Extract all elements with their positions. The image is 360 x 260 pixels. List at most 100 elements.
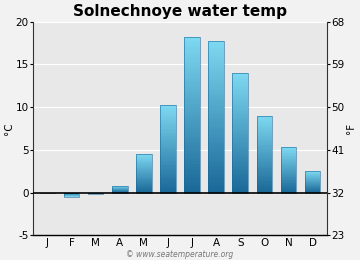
Bar <box>208 172 224 175</box>
Bar <box>208 160 224 162</box>
Bar <box>184 172 200 174</box>
Bar <box>160 159 176 161</box>
Bar <box>136 175 152 176</box>
Bar <box>257 176 272 177</box>
Bar <box>281 189 296 190</box>
Bar <box>184 110 200 112</box>
Bar <box>184 122 200 125</box>
Bar <box>257 125 272 126</box>
Bar <box>208 101 224 104</box>
Bar <box>305 183 320 184</box>
Bar <box>257 177 272 178</box>
Bar <box>233 87 248 89</box>
Bar <box>184 118 200 120</box>
Bar <box>233 105 248 107</box>
Bar <box>257 167 272 168</box>
Bar <box>305 189 320 190</box>
Bar <box>184 133 200 135</box>
Bar <box>208 152 224 154</box>
Bar <box>208 122 224 124</box>
Bar <box>208 114 224 116</box>
Bar <box>160 140 176 142</box>
Bar <box>208 162 224 165</box>
Bar <box>184 73 200 76</box>
Bar <box>184 58 200 60</box>
Bar <box>305 180 320 181</box>
Bar <box>160 136 176 137</box>
Bar <box>233 125 248 127</box>
Bar <box>160 129 176 130</box>
Bar <box>233 77 248 79</box>
Bar <box>208 137 224 139</box>
Bar <box>305 182 320 183</box>
Bar <box>305 173 320 174</box>
Bar <box>136 155 152 156</box>
Bar <box>184 180 200 182</box>
Bar <box>208 167 224 170</box>
Bar <box>136 177 152 178</box>
Bar <box>208 144 224 147</box>
Bar <box>160 179 176 181</box>
Bar <box>208 41 224 193</box>
Bar <box>160 175 176 177</box>
Bar <box>184 141 200 143</box>
Bar <box>160 146 176 147</box>
Bar <box>208 183 224 185</box>
Bar <box>160 190 176 191</box>
Bar <box>281 149 296 150</box>
Bar <box>257 142 272 144</box>
Bar <box>208 104 224 106</box>
Bar <box>208 157 224 160</box>
Bar <box>257 184 272 185</box>
Bar <box>208 61 224 63</box>
Bar <box>257 170 272 171</box>
Bar <box>136 188 152 189</box>
Bar <box>184 120 200 123</box>
Bar <box>233 161 248 163</box>
Bar <box>208 41 224 43</box>
Bar <box>257 168 272 170</box>
Bar <box>208 71 224 74</box>
Bar <box>257 166 272 167</box>
Bar <box>233 169 248 171</box>
Bar <box>208 83 224 86</box>
Bar <box>160 137 176 139</box>
Bar <box>184 154 200 156</box>
Bar <box>136 181 152 182</box>
Bar <box>208 63 224 66</box>
Bar <box>233 143 248 145</box>
Bar <box>160 108 176 110</box>
Bar <box>184 71 200 73</box>
Bar <box>184 167 200 169</box>
Bar <box>208 73 224 76</box>
Bar <box>136 154 152 155</box>
Bar <box>208 150 224 152</box>
Bar <box>281 183 296 184</box>
Bar <box>281 178 296 179</box>
Bar <box>160 124 176 126</box>
Bar <box>257 144 272 145</box>
Bar <box>184 125 200 128</box>
Bar <box>281 161 296 162</box>
Bar <box>305 178 320 179</box>
Bar <box>160 153 176 155</box>
Bar <box>233 153 248 155</box>
Bar <box>160 111 176 113</box>
Bar <box>281 169 296 170</box>
Bar <box>160 161 176 162</box>
Bar <box>233 129 248 131</box>
Bar <box>112 186 127 193</box>
Bar <box>233 149 248 151</box>
Bar <box>233 171 248 173</box>
Bar <box>160 147 176 149</box>
Bar <box>257 171 272 172</box>
Bar <box>233 191 248 193</box>
Bar <box>184 89 200 92</box>
Bar <box>136 191 152 192</box>
Y-axis label: °C: °C <box>4 122 14 135</box>
Bar <box>160 162 176 164</box>
Bar <box>233 91 248 93</box>
Bar <box>160 166 176 168</box>
Bar <box>281 160 296 161</box>
Bar <box>208 46 224 48</box>
